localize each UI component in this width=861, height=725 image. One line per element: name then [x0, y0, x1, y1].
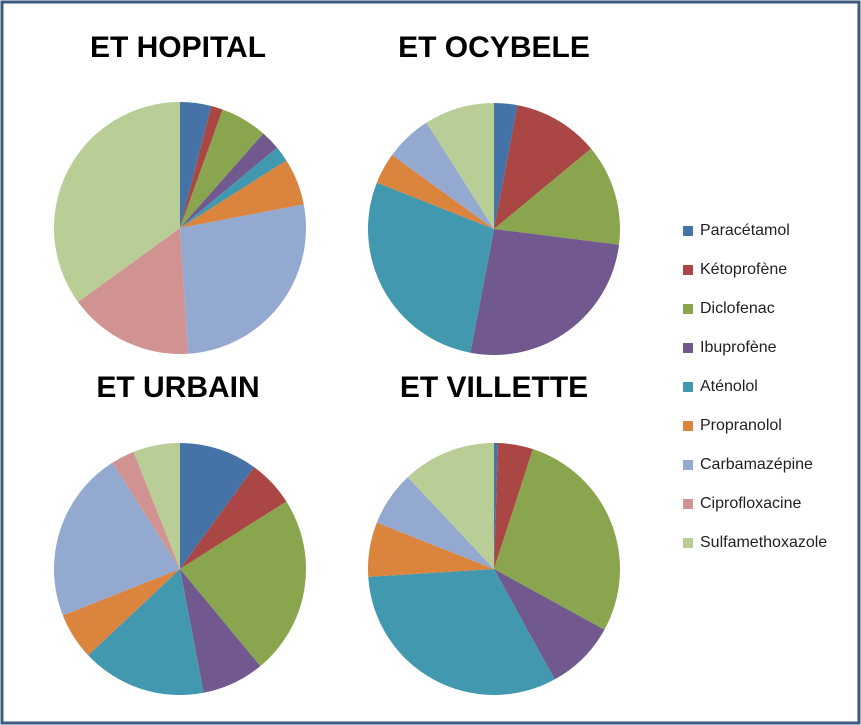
chart-title: ET VILLETTE — [400, 371, 588, 404]
legend-swatch — [683, 304, 693, 314]
pie-slice — [88, 569, 204, 695]
legend-swatch — [683, 382, 693, 392]
pie-slice — [392, 122, 494, 229]
legend-label: Kétoprofène — [700, 261, 787, 278]
legend-label: Sulfamethoxazole — [700, 534, 827, 551]
legend-label: Ciprofloxacine — [700, 495, 801, 512]
legend-swatch — [683, 265, 693, 275]
legend-swatch — [683, 226, 693, 236]
pie-slice — [494, 148, 620, 245]
legend-label: Aténolol — [700, 378, 758, 395]
chart-title: ET OCYBELE — [398, 31, 590, 64]
pie-slice — [494, 443, 533, 569]
pie-slice — [426, 103, 494, 229]
pie-slice — [54, 462, 180, 616]
legend-label: Diclofenac — [700, 300, 775, 317]
pie-slice — [180, 105, 223, 228]
pie-slice — [112, 451, 180, 569]
pie-slice — [180, 467, 287, 569]
pie-slice — [494, 449, 620, 630]
pie-slice — [368, 522, 494, 577]
legend-swatch — [683, 421, 693, 431]
pie-slice — [180, 109, 264, 228]
legend-label: Carbamazépine — [700, 456, 813, 473]
pie-slice — [494, 443, 498, 569]
pie-slice — [180, 133, 278, 228]
pie-slice — [470, 229, 620, 355]
pie-slice — [368, 182, 494, 353]
legend-label: Paracétamol — [700, 222, 790, 239]
legend-swatch — [683, 538, 693, 548]
legend-swatch — [683, 499, 693, 509]
pie-slice — [62, 569, 181, 656]
pie-slice — [180, 443, 255, 569]
pie-slice — [494, 103, 518, 229]
pie-slice — [180, 501, 306, 667]
legend-label: Propranolol — [700, 417, 782, 434]
pie-slice — [53, 102, 180, 303]
pie-slice — [180, 102, 212, 228]
pie-slice — [376, 477, 494, 569]
chart-title: ET HOPITAL — [90, 31, 266, 64]
pie-slice — [180, 569, 261, 693]
pie-slice — [376, 154, 494, 229]
pie-slice — [407, 443, 494, 569]
pie-slice — [368, 569, 555, 696]
legend-label: Ibuprofène — [700, 339, 777, 356]
legend-swatch — [683, 460, 693, 470]
chart-title: ET URBAIN — [96, 371, 259, 404]
pie-slice — [494, 105, 592, 229]
pie-slice — [494, 569, 605, 680]
pie-slice — [78, 228, 188, 355]
pie-slice — [180, 204, 306, 354]
pie-slice — [133, 443, 180, 569]
legend-swatch — [683, 343, 693, 353]
pie-slice — [180, 160, 304, 228]
pie-slice — [180, 147, 287, 228]
